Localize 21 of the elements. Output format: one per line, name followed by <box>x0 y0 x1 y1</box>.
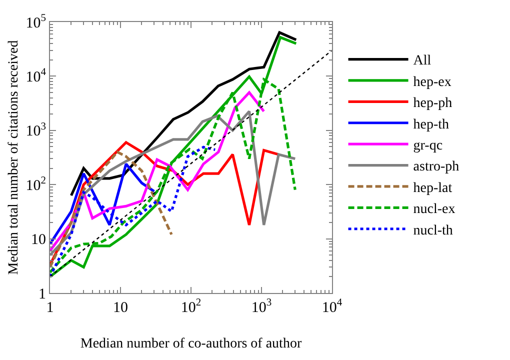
y-tick-label: 10$^{4}$ <box>26 67 47 86</box>
x-tick-label: 10$^{4}$ <box>322 298 343 316</box>
legend-label: gr-qc <box>413 138 443 154</box>
y-axis-title: Median total number of citations received <box>6 40 22 275</box>
y-tick-label: 10 <box>31 232 46 248</box>
x-axis-title: Median number of co-authors of author <box>80 336 302 352</box>
y-tick-label: 1 <box>38 286 46 302</box>
legend-label: nucl-ex <box>413 202 456 218</box>
legend-label: astro-ph <box>413 160 460 175</box>
legend-label: hep-lat <box>413 180 452 196</box>
legend-label: hep-th <box>413 117 450 132</box>
legend-label: nucl-th <box>413 223 453 238</box>
x-tick-label: 10 <box>113 300 128 316</box>
legend-label: hep-ph <box>413 96 452 112</box>
y-tick-label: 10$^{2}$ <box>26 176 46 194</box>
x-tick-label: 10$^{3}$ <box>251 298 272 316</box>
x-tick-label: 10$^{2}$ <box>180 298 202 316</box>
legend-label: hep-ex <box>413 74 452 90</box>
y-tick-label: 10$^{3}$ <box>26 121 46 140</box>
legend-label: All <box>413 54 432 69</box>
y-tick-label: 10$^{5}$ <box>26 12 46 32</box>
